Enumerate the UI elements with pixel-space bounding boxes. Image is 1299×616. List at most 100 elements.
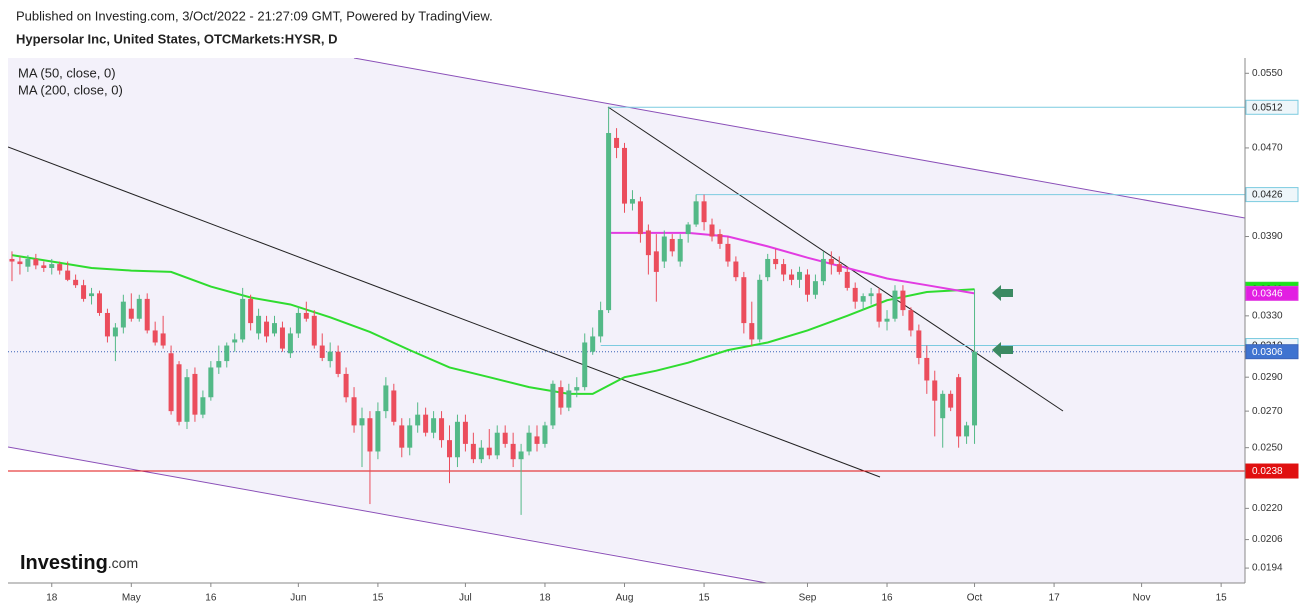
candle-body bbox=[200, 397, 206, 415]
candle-body bbox=[89, 293, 95, 297]
legend-entry: MA (200, close, 0) bbox=[18, 82, 123, 97]
candle-body bbox=[423, 414, 429, 433]
logo: Investing.com bbox=[20, 552, 138, 574]
x-tick-label: Jun bbox=[290, 593, 306, 604]
candle-body bbox=[884, 318, 890, 322]
candle-body bbox=[9, 258, 15, 262]
candle-body bbox=[892, 290, 898, 319]
chart-title: Hypersolar Inc, United States, OTCMarket… bbox=[16, 31, 337, 46]
candle-body bbox=[303, 312, 309, 319]
candle-body bbox=[120, 301, 126, 328]
candle-body bbox=[49, 264, 55, 268]
x-tick-label: Sep bbox=[799, 593, 817, 604]
x-tick-label: 18 bbox=[46, 593, 58, 604]
candle-body bbox=[629, 199, 635, 204]
x-tick-label: 15 bbox=[372, 593, 384, 604]
candle-body bbox=[916, 330, 922, 358]
x-tick-label: 15 bbox=[698, 593, 710, 604]
candle-body bbox=[57, 264, 63, 271]
candle-body bbox=[319, 345, 325, 358]
legend-entry: MA (50, close, 0) bbox=[18, 65, 116, 80]
candle-body bbox=[836, 264, 842, 272]
axes: 0.0550 0.0470 0.0390 0.0330 0.0290 0.0270 0.02… bbox=[46, 68, 1283, 604]
candle-body bbox=[367, 418, 373, 452]
candle-body bbox=[677, 238, 683, 262]
candle-body bbox=[168, 353, 174, 412]
candle-body bbox=[128, 308, 134, 319]
candle-body bbox=[192, 373, 198, 415]
candle-body bbox=[439, 418, 445, 441]
price-badge bbox=[1245, 344, 1299, 360]
x-tick-label: 16 bbox=[205, 593, 217, 604]
candle-body bbox=[462, 421, 468, 444]
channel-fill bbox=[8, 58, 1245, 583]
candle-body bbox=[81, 285, 87, 299]
candle-body bbox=[335, 351, 341, 374]
x-tick-label: Nov bbox=[1133, 593, 1151, 604]
candle-body bbox=[25, 258, 31, 267]
y-tick-label: 0.0290 bbox=[1252, 372, 1283, 383]
candle-body bbox=[844, 271, 850, 288]
candle-body bbox=[797, 271, 803, 280]
legend: MA (50, close, 0) MA (200, close, 0) bbox=[18, 65, 123, 97]
candle-body bbox=[351, 397, 357, 426]
candle-body bbox=[375, 411, 381, 452]
candle-body bbox=[399, 425, 405, 448]
candle-body bbox=[852, 287, 858, 302]
candle-body bbox=[614, 137, 620, 148]
channel-bottom bbox=[8, 446, 770, 583]
x-tick-label: Aug bbox=[616, 593, 634, 604]
candle-body bbox=[526, 432, 532, 452]
candle-body bbox=[669, 238, 675, 252]
candle-body bbox=[956, 377, 962, 437]
candle-body bbox=[709, 224, 715, 237]
ma-line bbox=[608, 231, 975, 295]
candle-body bbox=[725, 243, 731, 262]
candle-body bbox=[566, 390, 572, 408]
price-badge-label: 0.0306 bbox=[1252, 347, 1283, 358]
price-lines bbox=[8, 106, 1245, 472]
candle-body bbox=[637, 201, 643, 235]
candle-body bbox=[773, 258, 779, 265]
candle-body bbox=[789, 274, 795, 280]
price-badges: 0.05120.04260.03490.03460.03100.03060.02… bbox=[1245, 99, 1299, 479]
channel bbox=[8, 58, 1245, 583]
candle-body bbox=[661, 236, 667, 262]
y-tick-label: 0.0550 bbox=[1252, 68, 1283, 79]
trend-line bbox=[607, 106, 1064, 412]
candle-body bbox=[454, 421, 460, 458]
candle-body bbox=[232, 339, 238, 343]
candle-body bbox=[653, 251, 659, 272]
candle-body bbox=[550, 383, 556, 426]
candle-body bbox=[264, 321, 270, 337]
candle-body bbox=[104, 312, 110, 337]
candle-body bbox=[908, 310, 914, 331]
candle-body bbox=[868, 293, 874, 297]
price-badge-label: 0.0512 bbox=[1252, 102, 1283, 113]
candle-body bbox=[431, 418, 437, 433]
logo-suffix: .com bbox=[108, 555, 138, 571]
candle-body bbox=[160, 333, 166, 346]
candle-body bbox=[248, 298, 254, 324]
candle-body bbox=[860, 296, 866, 302]
candle-body bbox=[470, 443, 476, 460]
candle-body bbox=[112, 327, 118, 337]
ma-line bbox=[11, 254, 975, 395]
candle-body bbox=[804, 274, 810, 295]
candle-body bbox=[208, 367, 214, 398]
y-tick-label: 0.0390 bbox=[1252, 231, 1283, 242]
y-tick-label: 0.0270 bbox=[1252, 406, 1283, 417]
candle-body bbox=[343, 373, 349, 398]
candles bbox=[9, 107, 978, 515]
candle-body bbox=[590, 336, 596, 352]
y-tick-label: 0.0470 bbox=[1252, 143, 1283, 154]
candle-body bbox=[17, 261, 23, 265]
logo-name: Investing bbox=[20, 552, 108, 574]
candle-body bbox=[606, 133, 612, 311]
candle-body bbox=[65, 270, 71, 280]
x-tick-label: 15 bbox=[1216, 593, 1228, 604]
arrow bbox=[992, 285, 1013, 301]
x-tick-label: Oct bbox=[967, 593, 983, 604]
